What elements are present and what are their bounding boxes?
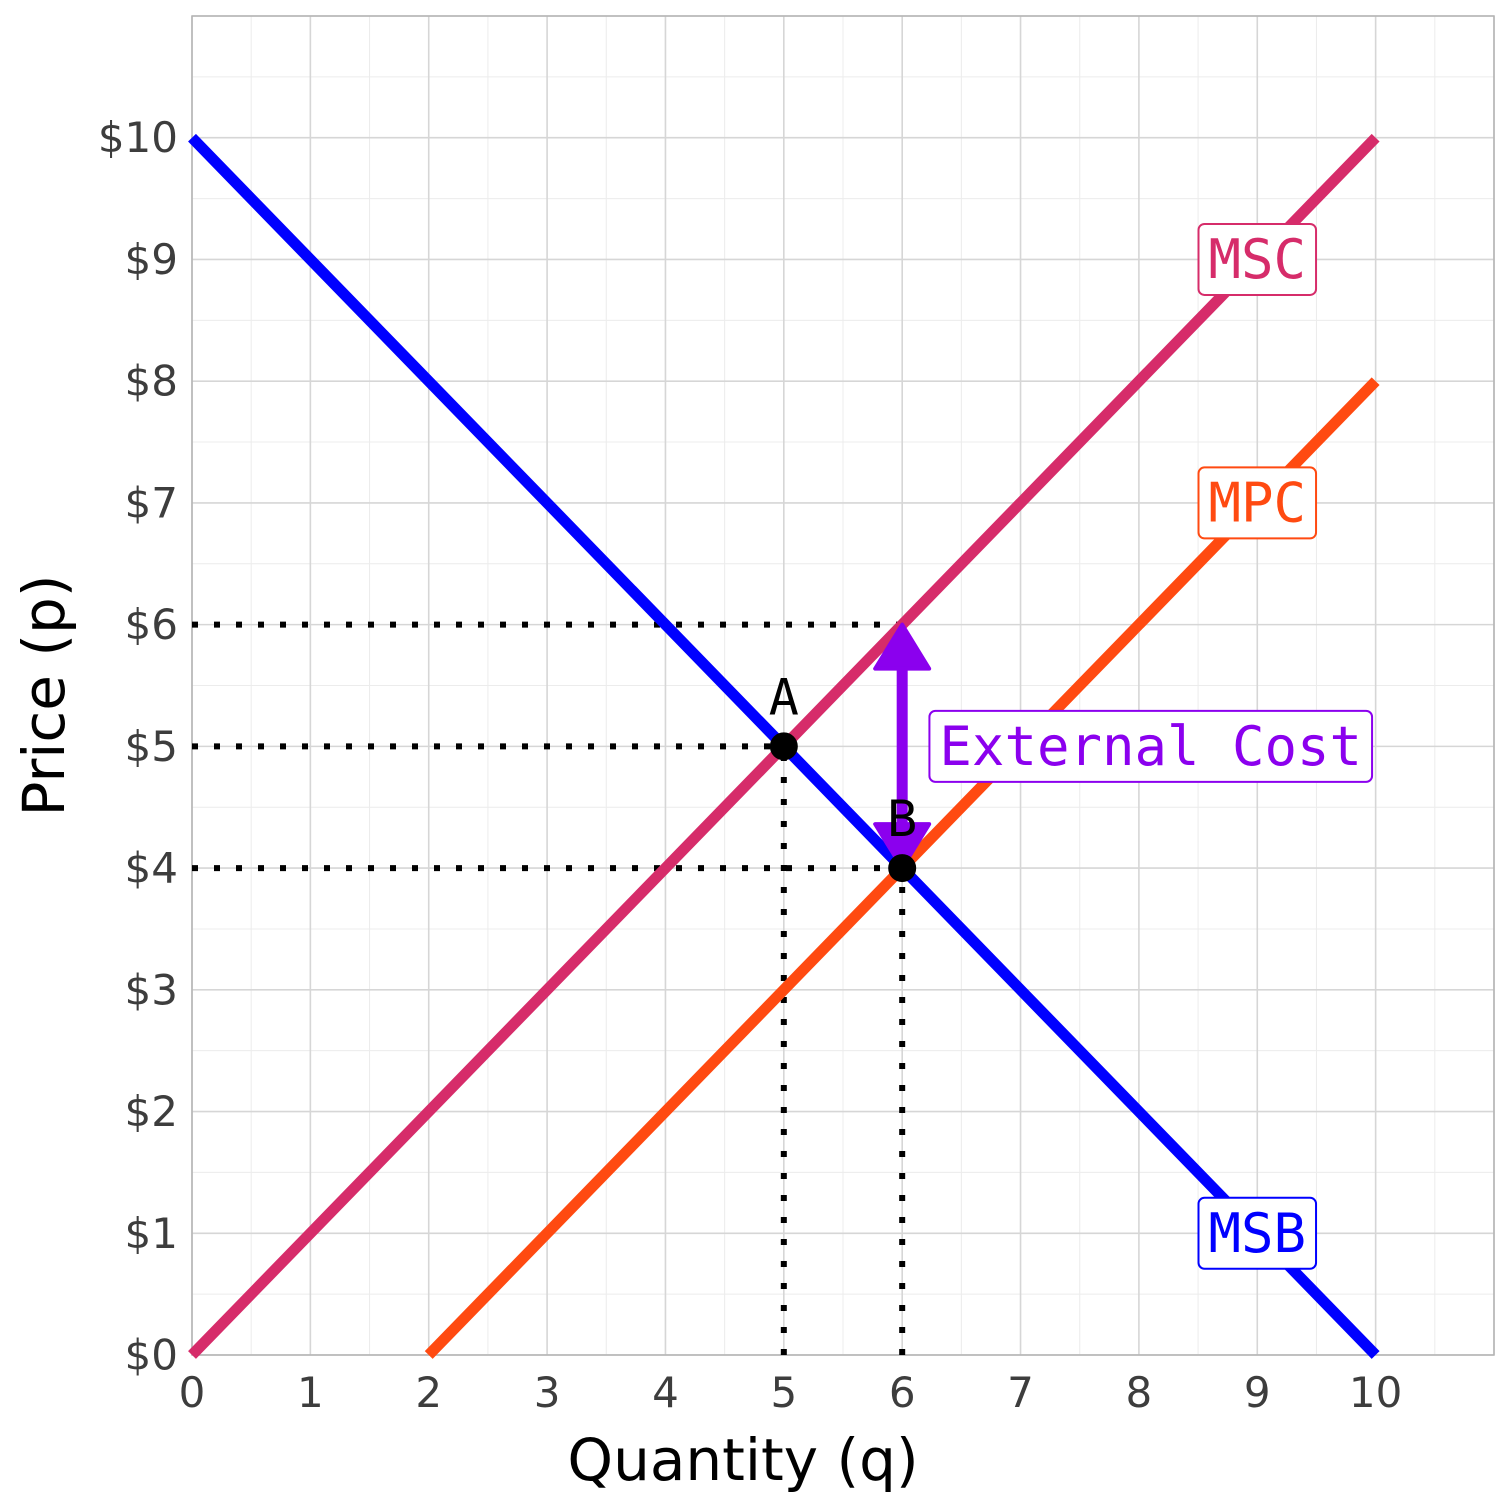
x-tick-label: 0: [179, 1368, 206, 1417]
x-tick-label: 3: [534, 1368, 561, 1417]
y-tick-label: $8: [125, 357, 178, 406]
equilibrium-points: AB: [769, 668, 917, 883]
msb-label: MSB: [1197, 1196, 1318, 1270]
x-tick-label: 10: [1349, 1368, 1402, 1417]
point-a-marker: [769, 732, 798, 761]
mpc-label-text: MPC: [1208, 471, 1306, 534]
y-axis-ticks: $0 $1 $2 $3 $4 $5 $6 $7 $8 $9 $10: [98, 113, 178, 1379]
external-cost-label-text: External Cost: [939, 715, 1362, 778]
y-tick-label: $9: [125, 235, 178, 284]
minor-gridlines: [192, 16, 1494, 1355]
x-tick-label: 7: [1007, 1368, 1034, 1417]
x-tick-label: 2: [415, 1368, 442, 1417]
mpc-label-box: [1197, 466, 1318, 540]
y-tick-label: $3: [125, 965, 178, 1014]
external-cost-label-box: [928, 709, 1374, 783]
x-axis-title: Quantity (q): [567, 1426, 918, 1494]
y-tick-label: $5: [125, 722, 178, 771]
y-tick-label: $2: [125, 1087, 178, 1136]
msc-label-box: [1197, 222, 1318, 296]
y-axis-title: Price (p): [10, 575, 78, 817]
y-tick-label: $6: [125, 600, 178, 649]
x-tick-label: 1: [297, 1368, 324, 1417]
external-cost-arrowhead-down: [873, 822, 932, 871]
y-tick-label: $10: [98, 113, 178, 162]
x-tick-label: 9: [1244, 1368, 1271, 1417]
y-tick-label: $7: [125, 478, 178, 527]
point-b-marker: [888, 854, 917, 883]
x-tick-label: 4: [652, 1368, 679, 1417]
external-cost-label: External Cost: [928, 709, 1374, 783]
y-tick-label: $4: [125, 844, 178, 893]
external-cost-annotation: External Cost: [873, 622, 1374, 871]
msc-label-text: MSC: [1208, 228, 1306, 291]
mpc-label: MPC: [1197, 466, 1318, 540]
x-tick-label: 5: [770, 1368, 797, 1417]
msc-label: MSC: [1197, 222, 1318, 296]
x-tick-label: 6: [889, 1368, 916, 1417]
point-a-label: A: [769, 668, 799, 726]
msb-label-text: MSB: [1208, 1202, 1306, 1265]
point-b-label: B: [887, 790, 917, 848]
y-tick-label: $0: [125, 1331, 178, 1380]
plot-panel-border: [191, 15, 1495, 1356]
curve-labels: MSC MPC MSB: [1197, 222, 1318, 1270]
x-tick-label: 8: [1126, 1368, 1153, 1417]
external-cost-arrowhead-up: [873, 622, 932, 671]
y-tick-label: $1: [125, 1209, 178, 1258]
x-axis-ticks: 0 1 2 3 4 5 6 7 8 9 10: [179, 1368, 1403, 1417]
msb-label-box: [1197, 1196, 1318, 1270]
reference-lines: [192, 621, 906, 1355]
